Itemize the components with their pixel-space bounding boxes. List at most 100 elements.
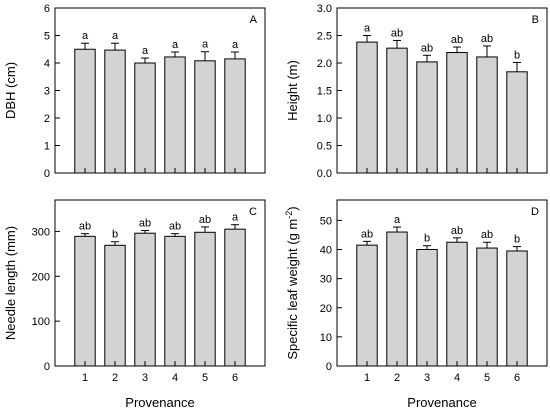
panel-c-significance-label: ab [169, 221, 181, 233]
panel-b-ytick-label: 1.5 [317, 86, 332, 98]
panel-c-bar [164, 235, 186, 367]
panel-c-significance-label: ab [139, 218, 151, 230]
panel-b-significance-label: ab [481, 33, 493, 45]
panel-c-xtick-label: 6 [232, 372, 238, 384]
panel-c-significance-label: a [232, 212, 239, 224]
panel-a-bar [104, 49, 126, 174]
panel-b-bar [356, 41, 378, 174]
panel-c-bar [104, 244, 126, 367]
panel-d-xtick-label: 1 [364, 372, 370, 384]
panel-a-significance-label: a [112, 30, 119, 42]
panel-d-xtick-label: 4 [454, 372, 460, 384]
panel-d-bar [386, 231, 408, 367]
panel-d-ytick-label: 20 [320, 303, 332, 315]
panel-d-bar [506, 250, 528, 367]
panel-a-significance-label: a [82, 30, 89, 42]
panel-c: C 0 100 200 300 1 ab 2 b 3 ab 4 ab 5 ab 6 a Provenance Nee… [3, 199, 266, 410]
panel-c-bar [74, 235, 96, 367]
panel-d-xtick-label: 3 [424, 372, 430, 384]
panel-c-significance-label: ab [79, 221, 91, 233]
panel-b-ytick-label: 0.5 [317, 141, 332, 153]
panel-b-significance-label: b [514, 49, 520, 61]
panel-d-xtick-label: 5 [484, 372, 490, 384]
panel-d-ylabel: Specific leaf weight (g m-2) [284, 206, 300, 359]
panel-a-ytick-label: 1 [44, 141, 50, 153]
panel-d-significance-label: b [424, 233, 430, 245]
panel-c-ytick-label: 300 [32, 226, 50, 238]
panel-b: B 0.0 0.5 1.0 1.5 2.0 2.5 3.0 a ab ab ab ab b Height (… [285, 3, 548, 180]
panel-c-ytick-label: 200 [32, 271, 50, 283]
panel-d-ytick-label: 10 [320, 332, 332, 344]
panel-d-ylabel-main: Specific leaf weight (g m [285, 219, 300, 360]
panel-d-ytick-label: 0 [326, 361, 332, 373]
panel-b-ytick-label: 1.0 [317, 113, 332, 125]
panel-b-ylabel: Height (m) [285, 60, 300, 121]
panel-d-xtick-label: 6 [514, 372, 520, 384]
panel-d-significance-label: ab [361, 228, 373, 240]
panel-b-bar [386, 47, 408, 174]
panel-d-frame [336, 199, 548, 367]
panel-a-ytick-label: 4 [44, 58, 50, 70]
panel-c-bar [194, 231, 216, 367]
panel-a-significance-label: a [142, 45, 149, 57]
panel-d-ytick-label: 40 [320, 245, 332, 257]
panel-b-ytick-label: 3.0 [317, 3, 332, 15]
panel-c-xlabel: Provenance [125, 395, 194, 410]
panel-d: D 0 10 20 30 40 50 1 ab 2 a 3 b 4 ab 5 ab 6 b Provenance Spe… [284, 199, 548, 410]
panel-d-significance-label: a [394, 214, 401, 226]
panel-b-letter: B [532, 14, 539, 26]
panel-b-bar [476, 56, 498, 174]
panel-b-significance-label: a [364, 23, 371, 35]
panel-c-xtick-label: 2 [112, 372, 118, 384]
panel-c-bar [134, 232, 156, 367]
panel-a-bar [134, 62, 156, 174]
panel-d-xtick-label: 2 [394, 372, 400, 384]
panel-c-frame [54, 199, 266, 367]
panel-c-significance-label: ab [199, 214, 211, 226]
panel-c-bar [224, 228, 246, 367]
panel-a-ytick-label: 0 [44, 168, 50, 180]
panel-d-bar [476, 247, 498, 367]
panel-c-ytick-label: 100 [32, 316, 50, 328]
panel-d-ylabel-sup: -2 [284, 211, 294, 219]
panel-b-ytick-label: 0.0 [317, 168, 332, 180]
panel-d-significance-label: ab [481, 229, 493, 241]
panel-d-bar [446, 241, 468, 367]
panel-d-ytick-label: 50 [320, 215, 332, 227]
panel-d-bar [356, 244, 378, 367]
panel-a-significance-label: a [232, 39, 239, 51]
panel-d-significance-label: ab [451, 225, 463, 237]
panel-b-bar [416, 61, 438, 174]
panel-d-letter: D [531, 206, 539, 218]
panel-a-ytick-label: 3 [44, 86, 50, 98]
panel-d-ylabel-end: ) [285, 206, 300, 210]
panel-a-bar [224, 58, 246, 174]
panel-a-significance-label: a [172, 39, 179, 51]
panel-c-ylabel: Needle length (mm) [3, 226, 18, 340]
panel-b-significance-label: ab [391, 27, 403, 39]
panel-c-xtick-label: 4 [172, 372, 178, 384]
panel-a-ytick-label: 2 [44, 113, 50, 125]
panel-c-xtick-label: 5 [202, 372, 208, 384]
panel-b-bar [446, 52, 468, 174]
panel-a-bar [164, 56, 186, 174]
panel-a-bar [194, 60, 216, 174]
panel-a-letter: A [250, 14, 258, 26]
panel-a-ylabel: DBH (cm) [3, 62, 18, 119]
panel-d-ytick-label: 30 [320, 274, 332, 286]
panel-a-ytick-label: 5 [44, 31, 50, 43]
panel-b-ytick-label: 2.0 [317, 58, 332, 70]
panel-a-ytick-label: 6 [44, 3, 50, 15]
panel-c-ytick-label: 0 [44, 361, 50, 373]
panel-a: A 0 1 2 3 4 5 6 a a a a a a DBH (cm) [3, 3, 266, 180]
panel-d-xlabel: Provenance [407, 395, 476, 410]
panel-a-significance-label: a [202, 39, 209, 51]
panel-a-bar [74, 48, 96, 174]
panel-c-xtick-label: 3 [142, 372, 148, 384]
panel-c-xtick-label: 1 [82, 372, 88, 384]
panel-b-bar [506, 71, 528, 174]
panel-b-significance-label: ab [421, 42, 433, 54]
panel-d-significance-label: b [514, 234, 520, 246]
panel-c-significance-label: b [112, 229, 118, 241]
panel-d-bar [416, 249, 438, 367]
